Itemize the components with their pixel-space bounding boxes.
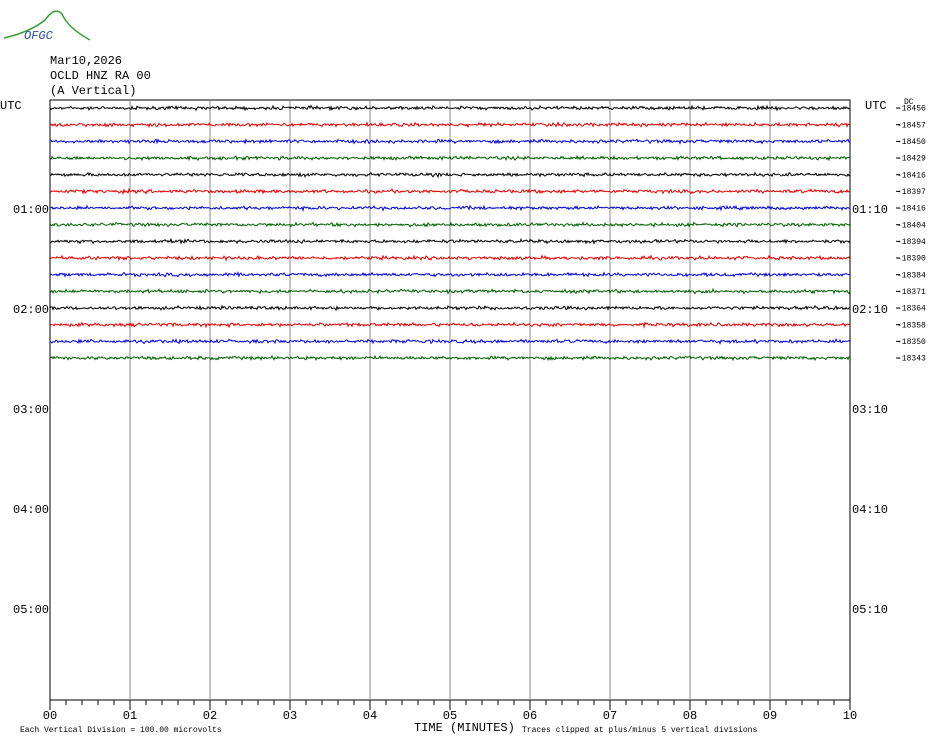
right-time-label: 05:10 bbox=[852, 603, 888, 617]
trace-offset: -18364 bbox=[897, 305, 926, 314]
right-time-label: 02:10 bbox=[852, 303, 888, 317]
trace bbox=[49, 321, 851, 329]
x-tick-label: 05 bbox=[443, 709, 457, 723]
trace bbox=[49, 271, 851, 278]
x-tick-label: 07 bbox=[603, 709, 617, 723]
x-tick-label: 09 bbox=[763, 709, 777, 723]
right-time-label: 01:10 bbox=[852, 203, 888, 217]
logo: OFGC bbox=[3, 10, 91, 43]
x-tick-label: 03 bbox=[283, 709, 297, 723]
left-time-label: 03:00 bbox=[13, 403, 49, 417]
left-time-label: 02:00 bbox=[13, 303, 49, 317]
trace bbox=[49, 287, 851, 295]
trace-offset: -18394 bbox=[897, 238, 926, 247]
trace bbox=[50, 204, 851, 213]
x-tick-label: 04 bbox=[363, 709, 377, 723]
x-tick-label: 08 bbox=[683, 709, 697, 723]
trace bbox=[49, 337, 851, 345]
left-time-label: 04:00 bbox=[13, 503, 49, 517]
clip-note: Traces clipped at plus/minus 5 vertical … bbox=[522, 726, 757, 735]
trace bbox=[49, 237, 851, 245]
scale-note: Each Vertical Division = 100.00 microvol… bbox=[20, 726, 222, 735]
logo-text: OFGC bbox=[24, 29, 54, 43]
trace-offset: -18457 bbox=[897, 121, 926, 130]
trace bbox=[49, 221, 851, 228]
right-time-label: UTC bbox=[865, 99, 887, 113]
right-time-label: 04:10 bbox=[852, 503, 888, 517]
trace-offset: -18390 bbox=[897, 255, 926, 264]
x-tick-label: 10 bbox=[843, 709, 857, 723]
dc-label: DC bbox=[904, 98, 914, 107]
trace bbox=[49, 254, 851, 262]
x-tick-label: 01 bbox=[123, 709, 137, 723]
right-time-label: 03:10 bbox=[852, 403, 888, 417]
trace-offset: -18429 bbox=[897, 155, 926, 164]
component: (A Vertical) bbox=[50, 84, 136, 98]
left-time-label: 05:00 bbox=[13, 603, 49, 617]
trace bbox=[49, 121, 851, 129]
x-tick-label: 00 bbox=[43, 709, 57, 723]
trace-offset: -18358 bbox=[897, 321, 926, 330]
trace-offset: -18404 bbox=[897, 221, 926, 230]
trace bbox=[49, 304, 851, 312]
left-time-label: 01:00 bbox=[13, 203, 49, 217]
x-axis-label: TIME (MINUTES) bbox=[414, 721, 515, 735]
x-tick-label: 02 bbox=[203, 709, 217, 723]
date: Mar10,2026 bbox=[50, 54, 122, 68]
trace-offset: -18397 bbox=[897, 188, 926, 197]
trace-offset: -18343 bbox=[897, 355, 926, 364]
trace-offset: -18416 bbox=[897, 205, 926, 214]
trace-offset: -18450 bbox=[897, 138, 926, 147]
trace-offset: -18416 bbox=[897, 171, 926, 180]
trace bbox=[49, 104, 851, 112]
trace-offset: -18371 bbox=[897, 288, 926, 297]
trace-offset: -18456 bbox=[897, 105, 926, 114]
trace bbox=[49, 187, 851, 195]
x-tick-label: 06 bbox=[523, 709, 537, 723]
trace-offset: -18350 bbox=[897, 338, 926, 347]
left-time-label: UTC bbox=[0, 99, 22, 113]
logo-mark bbox=[3, 10, 91, 41]
trace bbox=[49, 354, 851, 362]
station: OCLD HNZ RA 00 bbox=[50, 69, 151, 83]
trace bbox=[49, 154, 851, 162]
trace bbox=[49, 138, 851, 145]
trace-offset: -18384 bbox=[897, 271, 926, 280]
trace bbox=[49, 171, 851, 179]
